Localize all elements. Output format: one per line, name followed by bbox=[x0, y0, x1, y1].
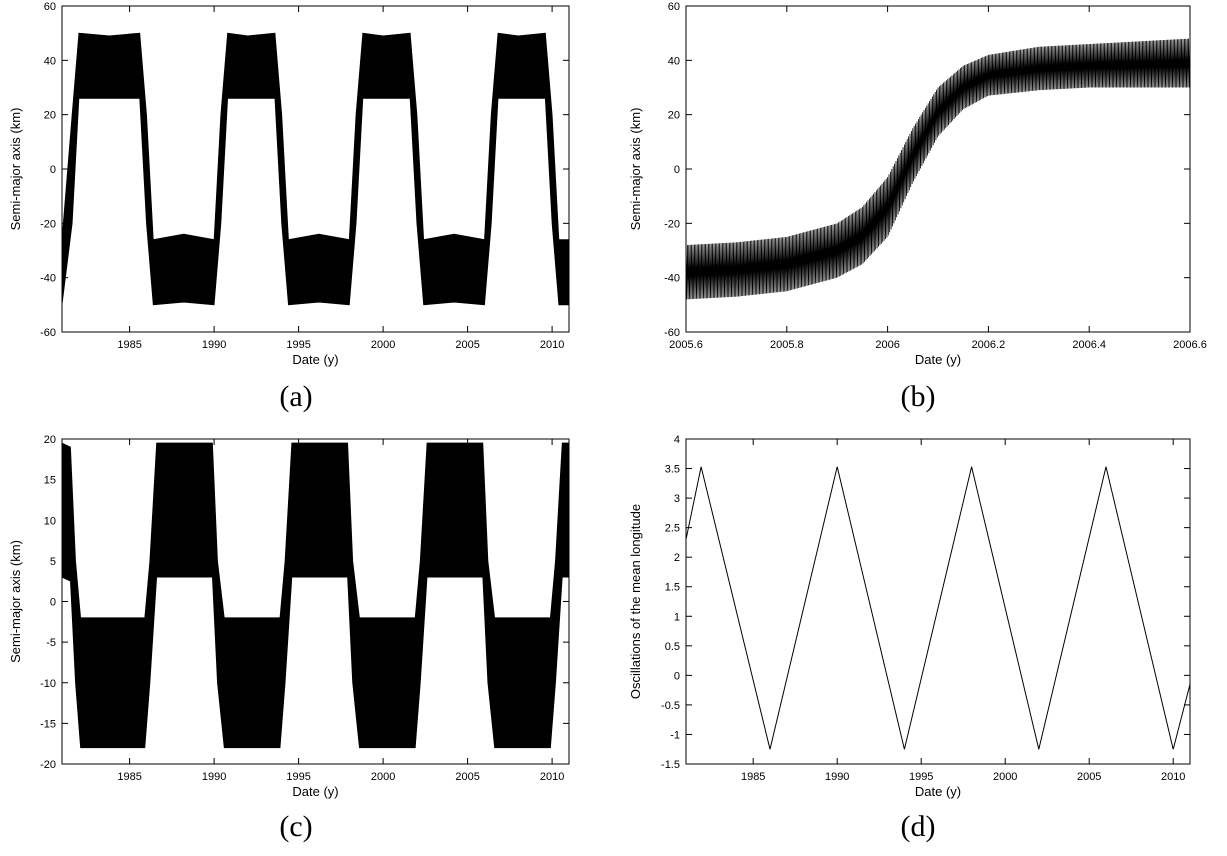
y-tick-label: -1.5 bbox=[661, 759, 680, 771]
y-tick-label: 0 bbox=[674, 164, 680, 176]
x-tick-label: 1985 bbox=[741, 771, 765, 783]
y-tick-label: 20 bbox=[668, 110, 680, 122]
chart-panel-d: 1985 1990 1995 2000 2005 2010 -1.5 -1 -0.5 0 0.5 1 1… bbox=[620, 425, 1227, 805]
y-tick-label: -40 bbox=[40, 273, 56, 285]
y-tick-label: 20 bbox=[44, 110, 56, 122]
y-tick-label: 1 bbox=[674, 611, 680, 623]
x-axis-label: Date (y) bbox=[292, 784, 338, 799]
x-tick-label: 2005.6 bbox=[669, 339, 703, 351]
series-line bbox=[686, 466, 1190, 750]
caption-a: (a) bbox=[279, 380, 313, 413]
y-tick-label: -20 bbox=[40, 218, 56, 230]
y-tick-label: -40 bbox=[664, 273, 680, 285]
y-tick-label: -0.5 bbox=[661, 700, 680, 712]
series-envelope bbox=[62, 32, 569, 306]
y-tick-label: 2 bbox=[674, 552, 680, 564]
x-tick-label: 2005 bbox=[455, 771, 479, 783]
chart-a: 1985 1990 1995 2000 2005 2010 -60 -40 -20 0 20 40 60… bbox=[8, 1, 570, 367]
x-tick-label: 2005 bbox=[455, 339, 479, 351]
y-tick-label: 10 bbox=[44, 515, 56, 527]
y-tick-label: 0 bbox=[674, 670, 680, 682]
x-tick-label: 1990 bbox=[202, 771, 226, 783]
y-tick-label: -10 bbox=[40, 678, 56, 690]
y-tick-label: 0 bbox=[50, 597, 56, 609]
caption-b: (b) bbox=[900, 380, 936, 413]
y-tick-label: 15 bbox=[44, 475, 56, 487]
chart-panel-a: 1985 1990 1995 2000 2005 2010 -60 -40 -20 0 20 40 60… bbox=[0, 0, 580, 375]
y-tick-label: 4 bbox=[674, 434, 680, 446]
chart-c: 1985 1990 1995 2000 2005 2010 -20 -15 -10 -5 0 5 10 1… bbox=[8, 434, 570, 799]
chart-panel-b: 2005.6 2005.8 2006 2006.2 2006.4 2006.6 -60 -40… bbox=[620, 0, 1227, 375]
y-tick-label: -20 bbox=[664, 218, 680, 230]
y-axis-label: Semi-major axis (km) bbox=[628, 108, 643, 231]
x-tick-label: 2005.8 bbox=[770, 339, 804, 351]
x-tick-label: 2006.2 bbox=[972, 339, 1006, 351]
plot-data bbox=[686, 466, 1190, 750]
y-tick-label: 0 bbox=[50, 164, 56, 176]
y-axis-label: Semi-major axis (km) bbox=[8, 108, 23, 231]
y-tick-label: 60 bbox=[44, 1, 56, 13]
x-tick-label: 2010 bbox=[540, 339, 564, 351]
y-tick-label: 2.5 bbox=[665, 523, 680, 535]
y-axis-label: Semi-major axis (km) bbox=[8, 540, 23, 663]
x-tick-label: 2006.4 bbox=[1072, 339, 1106, 351]
y-tick-label: -1 bbox=[670, 729, 680, 741]
x-tick-label: 1995 bbox=[286, 771, 310, 783]
chart-d: 1985 1990 1995 2000 2005 2010 -1.5 -1 -0.5 0 0.5 1 1… bbox=[628, 434, 1191, 799]
caption-c: (c) bbox=[279, 810, 313, 843]
y-tick-label: 20 bbox=[44, 434, 56, 446]
y-tick-label: 60 bbox=[668, 1, 680, 13]
x-tick-label: 2000 bbox=[993, 771, 1017, 783]
x-tick-label: 2010 bbox=[540, 771, 564, 783]
x-tick-label: 2000 bbox=[371, 339, 395, 351]
plot-data bbox=[686, 38, 1190, 300]
x-axis-label: Date (y) bbox=[915, 784, 961, 799]
chart-b: 2005.6 2005.8 2006 2006.2 2006.4 2006.6 -60 -40… bbox=[628, 1, 1207, 367]
y-tick-label: 5 bbox=[50, 556, 56, 568]
x-tick-label: 2010 bbox=[1161, 771, 1185, 783]
y-tick-label: 3 bbox=[674, 493, 680, 505]
y-tick-label: 0.5 bbox=[665, 641, 680, 653]
x-tick-label: 2000 bbox=[371, 771, 395, 783]
y-tick-label: -5 bbox=[46, 637, 56, 649]
y-tick-label: 1.5 bbox=[665, 582, 680, 594]
y-tick-label: 3.5 bbox=[665, 464, 680, 476]
series-line bbox=[686, 38, 1190, 300]
x-tick-label: 2006 bbox=[875, 339, 899, 351]
y-tick-label: 40 bbox=[668, 55, 680, 67]
plot-data bbox=[62, 32, 569, 306]
x-tick-label: 1995 bbox=[909, 771, 933, 783]
y-tick-label: 40 bbox=[44, 55, 56, 67]
y-tick-label: -60 bbox=[40, 327, 56, 339]
y-tick-label: -60 bbox=[664, 327, 680, 339]
x-tick-label: 2005 bbox=[1077, 771, 1101, 783]
y-axis-label: Oscillations of the mean longitude bbox=[628, 504, 643, 699]
x-tick-label: 1990 bbox=[202, 339, 226, 351]
plot-frame bbox=[685, 438, 1191, 765]
x-tick-label: 1995 bbox=[286, 339, 310, 351]
x-tick-label: 1985 bbox=[117, 771, 141, 783]
y-tick-label: -20 bbox=[40, 759, 56, 771]
y-tick-label: -15 bbox=[40, 718, 56, 730]
x-tick-label: 1990 bbox=[825, 771, 849, 783]
caption-d: (d) bbox=[900, 810, 936, 843]
chart-panel-c: 1985 1990 1995 2000 2005 2010 -20 -15 -10 -5 0 5 10 1… bbox=[0, 425, 580, 805]
x-axis-label: Date (y) bbox=[915, 352, 961, 367]
series-envelope bbox=[62, 442, 569, 749]
x-axis-label: Date (y) bbox=[292, 352, 338, 367]
x-tick-label: 2006.6 bbox=[1173, 339, 1207, 351]
x-tick-label: 1985 bbox=[117, 339, 141, 351]
plot-data bbox=[62, 442, 569, 749]
